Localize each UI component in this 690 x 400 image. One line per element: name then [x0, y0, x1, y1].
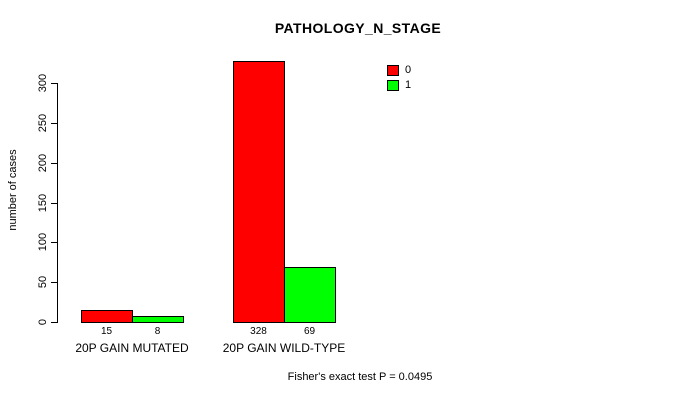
legend-swatch — [387, 80, 399, 91]
legend-item: 0 — [387, 64, 411, 77]
y-tick — [51, 83, 58, 84]
y-tick — [51, 203, 58, 204]
y-tick-label: 50 — [37, 275, 49, 289]
bar-value-label: 15 — [100, 326, 113, 337]
y-tick — [51, 282, 58, 283]
y-tick — [51, 242, 58, 243]
footer-annotation: Fisher's exact test P = 0.0495 — [287, 371, 433, 383]
x-category-label: 20P GAIN MUTATED — [75, 341, 189, 355]
y-tick-label: 150 — [37, 193, 49, 213]
bar-series-1 — [284, 267, 336, 323]
bar-value-label: 69 — [303, 326, 316, 337]
x-category-label: 20P GAIN WILD-TYPE — [222, 341, 346, 355]
y-tick-label: 300 — [37, 73, 49, 93]
y-tick-label: 0 — [37, 318, 49, 326]
y-tick — [51, 322, 58, 323]
y-tick-label: 100 — [37, 232, 49, 252]
y-tick-label: 200 — [37, 153, 49, 173]
bar-value-label: 8 — [154, 326, 161, 337]
y-tick — [51, 163, 58, 164]
legend-item: 1 — [387, 79, 411, 92]
bar-series-0 — [81, 310, 133, 323]
chart-title: PATHOLOGY_N_STAGE — [274, 20, 442, 36]
bar-series-1 — [132, 316, 184, 323]
bar-series-0 — [233, 61, 285, 323]
legend-swatch — [387, 65, 399, 76]
y-tick — [51, 123, 58, 124]
legend-item-label: 0 — [405, 64, 412, 76]
bar-value-label: 328 — [250, 326, 267, 337]
y-tick-label: 250 — [37, 113, 49, 133]
legend-item-label: 1 — [405, 79, 412, 91]
